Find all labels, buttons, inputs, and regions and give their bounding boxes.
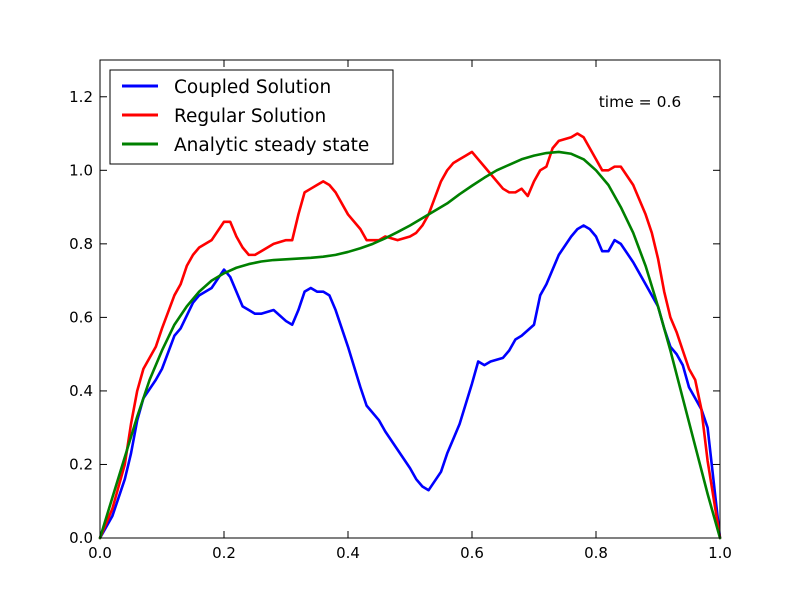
time-annotation: time = 0.6 <box>599 93 682 111</box>
y-tick-label: 0.6 <box>69 308 93 326</box>
x-tick-label: 1.0 <box>708 544 732 562</box>
x-tick-label: 0.6 <box>460 544 484 562</box>
x-tick-label: 0.8 <box>584 544 608 562</box>
y-tick-label: 0.2 <box>69 455 93 473</box>
legend-label-analytic-steady-state: Analytic steady state <box>174 135 369 156</box>
y-tick-label: 0.0 <box>69 529 93 547</box>
x-tick-label: 0.2 <box>212 544 236 562</box>
x-tick-label: 0.4 <box>336 544 360 562</box>
legend: Coupled Solution Regular Solution Analyt… <box>110 70 393 164</box>
y-tick-label: 1.2 <box>69 88 93 106</box>
legend-label-regular-solution: Regular Solution <box>174 106 326 127</box>
y-tick-label: 0.8 <box>69 235 93 253</box>
y-tick-label: 1.0 <box>69 161 93 179</box>
legend-label-coupled-solution: Coupled Solution <box>174 77 331 98</box>
y-tick-label: 0.4 <box>69 382 93 400</box>
